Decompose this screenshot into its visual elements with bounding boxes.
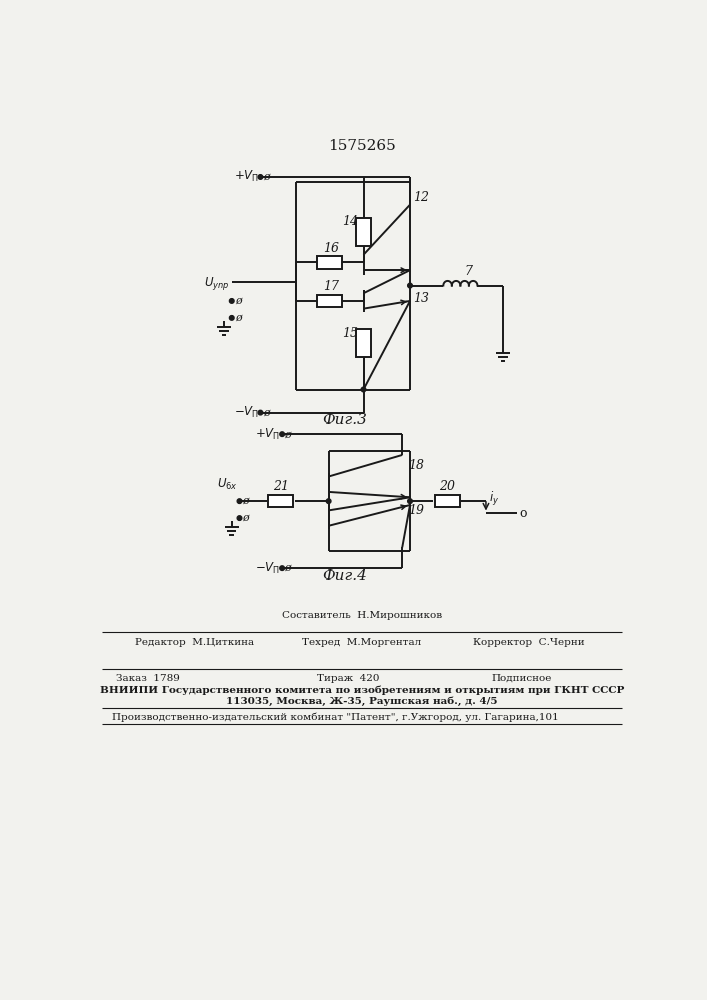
Text: ø: ø bbox=[263, 408, 269, 418]
Bar bbox=[435, 495, 460, 507]
Text: ø: ø bbox=[235, 313, 242, 323]
Text: 16: 16 bbox=[324, 242, 339, 255]
Text: o: o bbox=[519, 507, 527, 520]
Text: 18: 18 bbox=[409, 459, 424, 472]
Text: $-V_{\Pi}$: $-V_{\Pi}$ bbox=[234, 405, 259, 420]
Text: ø: ø bbox=[263, 171, 269, 181]
Text: ø: ø bbox=[284, 429, 291, 439]
Text: 17: 17 bbox=[324, 280, 339, 293]
Circle shape bbox=[230, 299, 234, 303]
Circle shape bbox=[327, 499, 331, 503]
Text: Тираж  420: Тираж 420 bbox=[317, 674, 380, 683]
Circle shape bbox=[237, 499, 242, 503]
Text: Фиг.4: Фиг.4 bbox=[322, 569, 366, 583]
Circle shape bbox=[230, 316, 234, 320]
Text: Фиг.3: Фиг.3 bbox=[322, 413, 366, 427]
Text: Подписное: Подписное bbox=[491, 674, 551, 683]
Text: $+V_{\Pi}$: $+V_{\Pi}$ bbox=[255, 427, 281, 442]
Text: ВНИИПИ Государственного комитета по изобретениям и открытиям при ГКНТ СССР: ВНИИПИ Государственного комитета по изоб… bbox=[100, 686, 624, 695]
Bar bbox=[356, 329, 371, 357]
Circle shape bbox=[280, 566, 284, 570]
Text: Заказ  1789: Заказ 1789 bbox=[115, 674, 180, 683]
Text: 7: 7 bbox=[464, 265, 472, 278]
Circle shape bbox=[258, 175, 263, 179]
Text: Техред  М.Моргентал: Техред М.Моргентал bbox=[303, 638, 421, 647]
Text: $U_{ynp}$: $U_{ynp}$ bbox=[204, 275, 230, 292]
Text: 20: 20 bbox=[439, 480, 455, 493]
Text: 1575265: 1575265 bbox=[328, 139, 396, 153]
Text: Редактор  М.Циткина: Редактор М.Циткина bbox=[135, 638, 254, 647]
Text: 21: 21 bbox=[273, 480, 288, 493]
Text: 13: 13 bbox=[413, 292, 429, 305]
Text: $-V_{\Pi}$: $-V_{\Pi}$ bbox=[255, 561, 281, 576]
Text: $i_y$: $i_y$ bbox=[489, 490, 499, 508]
Text: ø: ø bbox=[284, 563, 291, 573]
Text: 15: 15 bbox=[341, 327, 358, 340]
Text: $+V_{\Pi}$: $+V_{\Pi}$ bbox=[234, 169, 259, 184]
Circle shape bbox=[408, 499, 412, 503]
Bar bbox=[356, 218, 371, 246]
Bar bbox=[268, 495, 293, 507]
Bar bbox=[317, 295, 342, 307]
Text: ø: ø bbox=[242, 495, 249, 505]
Text: Корректор  С.Черни: Корректор С.Черни bbox=[473, 638, 585, 647]
Circle shape bbox=[237, 516, 242, 520]
Text: Производственно-издательский комбинат "Патент", г.Ужгород, ул. Гагарина,101: Производственно-издательский комбинат "П… bbox=[112, 712, 559, 722]
Text: 14: 14 bbox=[341, 215, 358, 228]
Text: ø: ø bbox=[235, 295, 242, 305]
Circle shape bbox=[280, 432, 284, 436]
Text: ø: ø bbox=[242, 513, 249, 523]
Text: 19: 19 bbox=[409, 504, 424, 517]
Text: 12: 12 bbox=[413, 191, 429, 204]
Text: 113035, Москва, Ж-35, Раушская наб., д. 4/5: 113035, Москва, Ж-35, Раушская наб., д. … bbox=[226, 697, 498, 706]
Bar bbox=[317, 256, 342, 269]
Circle shape bbox=[258, 410, 263, 415]
Circle shape bbox=[408, 283, 412, 288]
Circle shape bbox=[361, 387, 366, 392]
Text: $U_{6x}$: $U_{6x}$ bbox=[217, 477, 238, 492]
Text: Составитель  Н.Мирошников: Составитель Н.Мирошников bbox=[282, 611, 442, 620]
